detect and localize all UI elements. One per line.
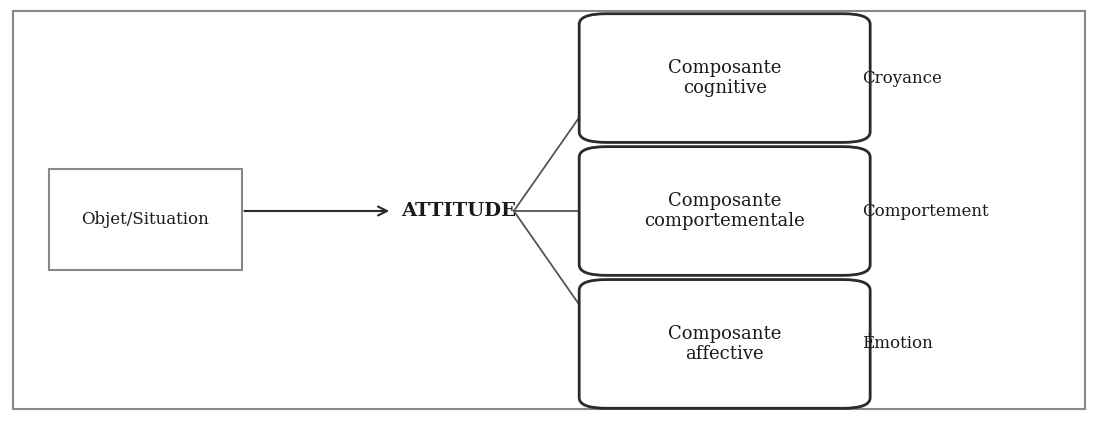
Text: Composante
affective: Composante affective <box>668 325 782 363</box>
Text: Composante
cognitive: Composante cognitive <box>668 59 782 97</box>
FancyBboxPatch shape <box>580 14 870 143</box>
Text: Croyance: Croyance <box>863 70 942 87</box>
FancyBboxPatch shape <box>580 147 870 276</box>
FancyBboxPatch shape <box>49 169 242 270</box>
FancyBboxPatch shape <box>580 280 870 408</box>
Text: Émotion: Émotion <box>863 335 933 352</box>
Text: Comportement: Comportement <box>863 203 989 219</box>
Text: Composante
comportementale: Composante comportementale <box>645 192 805 230</box>
Text: Objet/Situation: Objet/Situation <box>81 211 210 228</box>
Text: ATTITUDE: ATTITUDE <box>401 202 516 220</box>
